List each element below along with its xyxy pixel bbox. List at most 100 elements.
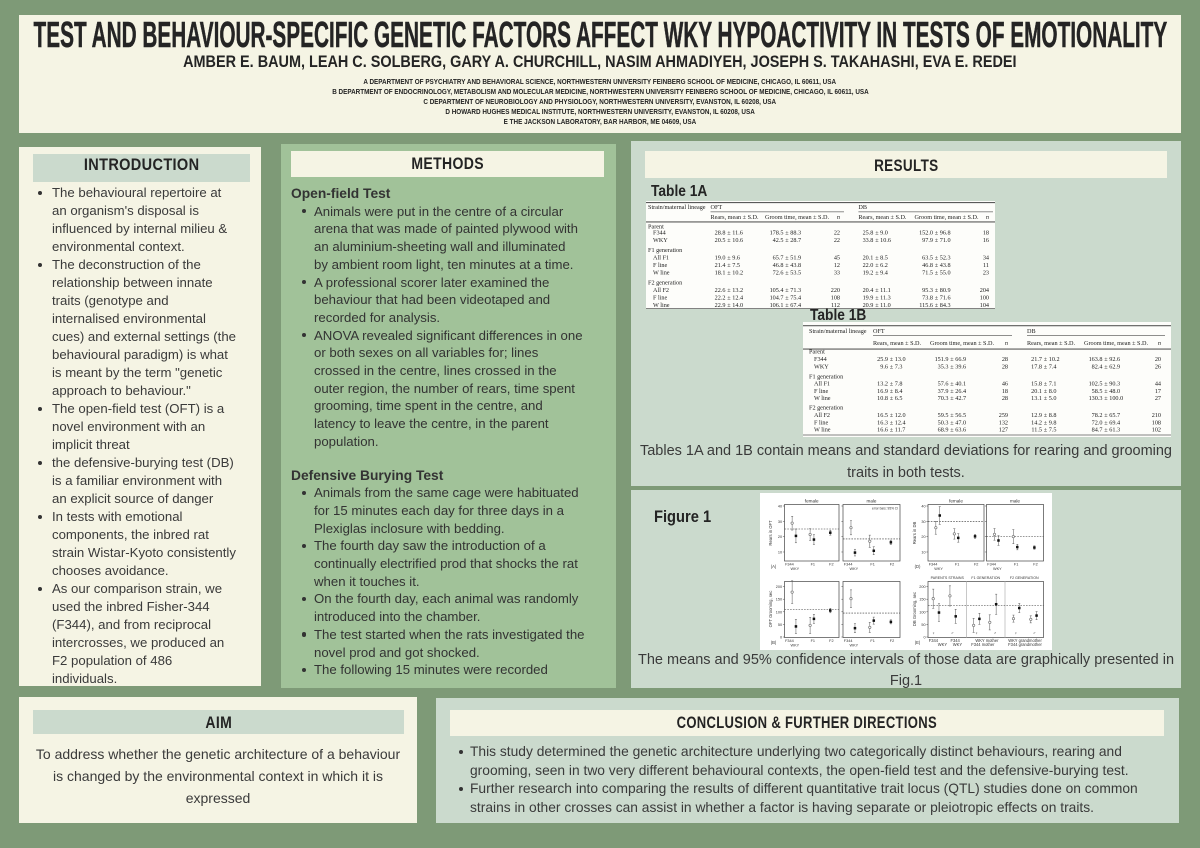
svg-text:± 75.4: ± 75.4 <box>785 295 801 302</box>
svg-text:Strain/maternal lineage: Strain/maternal lineage <box>809 328 867 335</box>
svg-text:Rears, mean ± S.D.: Rears, mean ± S.D. <box>858 214 907 221</box>
svg-text:35.3: 35.3 <box>938 363 949 370</box>
svg-text:42.5: 42.5 <box>773 237 784 244</box>
svg-text:20.1: 20.1 <box>1031 388 1042 395</box>
svg-text:20.1: 20.1 <box>863 255 874 262</box>
svg-text:112: 112 <box>831 302 840 309</box>
svg-text:19.9: 19.9 <box>863 295 874 302</box>
svg-text:Groom time, mean ± S.D.: Groom time, mean ± S.D. <box>915 214 980 221</box>
svg-text:(D): (D) <box>915 564 921 569</box>
svg-text:± 11.7: ± 11.7 <box>890 426 906 433</box>
svg-text:± 100.0: ± 100.0 <box>1104 395 1123 402</box>
svg-text:F2 GENERATION: F2 GENERATION <box>1010 576 1039 580</box>
svg-text:W line: W line <box>814 395 831 402</box>
svg-text:132: 132 <box>999 419 1008 426</box>
svg-text:28: 28 <box>1002 363 1008 370</box>
svg-text:22.0: 22.0 <box>863 262 874 269</box>
svg-text:22: 22 <box>834 230 840 237</box>
svg-text:150: 150 <box>919 598 925 602</box>
svg-text:± 65.7: ± 65.7 <box>1104 412 1120 419</box>
svg-text:105.4: 105.4 <box>770 287 784 294</box>
svg-text:± 10.6: ± 10.6 <box>727 237 743 244</box>
svg-text:Parent: Parent <box>809 349 825 356</box>
svg-text:20: 20 <box>778 535 782 539</box>
svg-text:± 13.0: ± 13.0 <box>890 356 906 363</box>
svg-text:108: 108 <box>1152 419 1161 426</box>
svg-text:DB Grooming, sec: DB Grooming, sec <box>912 592 917 626</box>
svg-text:F1 generation: F1 generation <box>809 373 843 380</box>
svg-text:F1: F1 <box>955 563 959 567</box>
svg-text:n: n <box>986 214 989 221</box>
svg-text:44: 44 <box>1155 381 1161 388</box>
svg-text:20.4: 20.4 <box>863 287 874 294</box>
svg-text:78.2: 78.2 <box>1092 412 1103 419</box>
svg-text:± 52.3: ± 52.3 <box>935 255 951 262</box>
svg-text:152.0: 152.0 <box>919 230 933 237</box>
svg-text:n: n <box>1005 340 1008 347</box>
svg-text:± 8.0: ± 8.0 <box>1044 388 1057 395</box>
svg-text:19.0: 19.0 <box>715 255 726 262</box>
svg-text:WKY: WKY <box>850 644 859 648</box>
svg-text:± 7.3: ± 7.3 <box>890 363 903 370</box>
svg-text:All F1: All F1 <box>814 381 830 388</box>
svg-text:All F1: All F1 <box>653 255 669 262</box>
svg-text:10: 10 <box>921 550 925 554</box>
svg-text:n: n <box>1158 340 1161 347</box>
svg-text:± 7.4: ± 7.4 <box>1044 363 1057 370</box>
svg-text:F344: F344 <box>844 639 853 643</box>
svg-text:male: male <box>1010 499 1020 504</box>
svg-text:± 14.0: ± 14.0 <box>727 302 743 309</box>
svg-text:37.9: 37.9 <box>938 388 949 395</box>
svg-text:259: 259 <box>999 412 1008 419</box>
svg-text:± 47.0: ± 47.0 <box>950 419 966 426</box>
svg-text:F2 generation: F2 generation <box>809 405 843 412</box>
svg-text:WKY: WKY <box>993 567 1002 571</box>
svg-text:50: 50 <box>778 623 782 627</box>
svg-text:21.4: 21.4 <box>715 262 726 269</box>
svg-text:Rears, mean ± S.D.: Rears, mean ± S.D. <box>711 214 760 221</box>
svg-text:WKY: WKY <box>653 237 668 244</box>
svg-text:F1: F1 <box>1014 563 1018 567</box>
svg-text:F1: F1 <box>811 639 815 643</box>
svg-text:F2 generation: F2 generation <box>648 280 682 287</box>
svg-text:151.9: 151.9 <box>935 356 949 363</box>
svg-text:W line: W line <box>653 270 670 277</box>
svg-text:F1: F1 <box>811 563 815 567</box>
svg-text:± 8.5: ± 8.5 <box>875 255 888 262</box>
svg-text:11: 11 <box>983 262 989 269</box>
svg-text:WKY: WKY <box>934 567 943 571</box>
svg-text:± 71.6: ± 71.6 <box>935 295 951 302</box>
svg-text:68.9: 68.9 <box>938 426 949 433</box>
svg-text:± 40.1: ± 40.1 <box>950 381 966 388</box>
svg-text:F2: F2 <box>829 563 833 567</box>
svg-text:n: n <box>837 214 840 221</box>
svg-text:100: 100 <box>919 610 925 614</box>
svg-text:± 12.4: ± 12.4 <box>890 419 906 426</box>
svg-text:± 53.5: ± 53.5 <box>785 270 801 277</box>
svg-text:50: 50 <box>921 623 925 627</box>
svg-text:28: 28 <box>1002 395 1008 402</box>
svg-text:18.1: 18.1 <box>715 270 726 277</box>
svg-text:97.9: 97.9 <box>922 237 933 244</box>
svg-text:OFT Grooming, sec: OFT Grooming, sec <box>768 591 773 628</box>
svg-text:73.8: 73.8 <box>922 295 933 302</box>
svg-text:72.0: 72.0 <box>1092 419 1103 426</box>
svg-text:Rears in DB: Rears in DB <box>912 522 917 545</box>
svg-text:F2: F2 <box>829 639 833 643</box>
svg-text:30: 30 <box>778 520 782 524</box>
svg-text:95.3: 95.3 <box>922 287 933 294</box>
svg-text:F2: F2 <box>974 563 978 567</box>
svg-text:± 67.4: ± 67.4 <box>785 302 801 309</box>
svg-text:WKY: WKY <box>791 567 800 571</box>
svg-text:PARENTS STRAINS: PARENTS STRAINS <box>931 576 965 580</box>
svg-text:WKY: WKY <box>938 642 948 647</box>
svg-text:17.8: 17.8 <box>1031 363 1042 370</box>
svg-text:9.6: 9.6 <box>880 363 888 370</box>
svg-text:All F2: All F2 <box>653 287 669 294</box>
svg-text:28: 28 <box>1002 356 1008 363</box>
svg-text:63.5: 63.5 <box>922 255 933 262</box>
svg-text:F1 GENERATION: F1 GENERATION <box>971 576 1000 580</box>
svg-text:± 55.0: ± 55.0 <box>935 270 951 277</box>
svg-text:± 7.1: ± 7.1 <box>1044 381 1057 388</box>
svg-text:13.2: 13.2 <box>877 381 888 388</box>
